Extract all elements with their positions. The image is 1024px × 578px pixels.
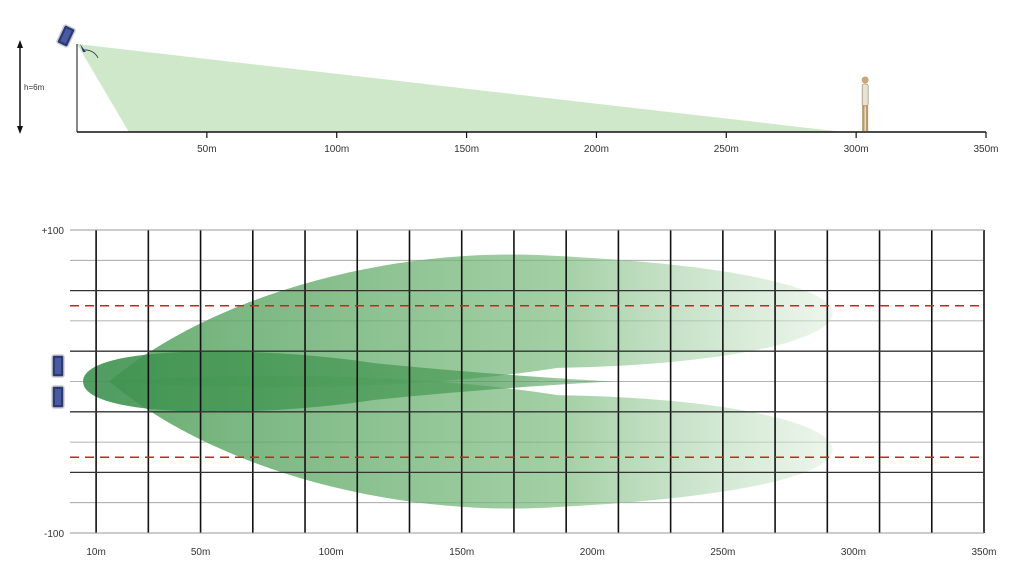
top-view-x-tick-label: 200m [580,547,605,558]
side-view-tick-labels: 50m 100m 150m 200m 250m 300m 350m [197,144,998,155]
beam-inner-core [83,351,614,412]
top-view-dashed-lines [70,304,984,459]
top-view-x-tick-labels: 10m 50m 100m 150m 200m 250m 300m 350m [86,547,996,558]
camera-icon [51,354,65,378]
top-view-x-tick-label: 50m [191,547,210,558]
top-view-y-tick-label: +100 [41,226,64,237]
top-view-x-tick-label: 250m [710,547,735,558]
person-icon [861,76,869,131]
top-view-y-tick-labels: +100 -100 [41,226,64,540]
side-view-tick-label: 200m [584,144,609,155]
side-view-beam [77,44,844,132]
side-view-tick-label: 100m [324,144,349,155]
side-view-tick-label: 50m [197,144,216,155]
arrow-down-icon [17,126,23,134]
height-label: h=6m [24,83,45,92]
top-view-x-tick-label: 300m [841,547,866,558]
side-view-tick-marks [206,132,987,138]
camera-icon [56,24,76,48]
side-view-tick-label: 250m [714,144,739,155]
top-view-y-tick-label: -100 [44,529,64,540]
tilt-angle-arc [83,49,99,59]
arrow-up-icon [17,40,23,48]
side-view-tick-label: 350m [973,144,998,155]
top-view-beams [83,254,833,509]
height-indicator: h=6m [17,40,45,134]
side-view: 50m 100m 150m 200m 250m 300m 350m h=6m [17,24,999,155]
top-view-grid-thick [70,229,985,534]
camera-icon [51,385,65,409]
top-view-x-tick-label: 100m [319,547,344,558]
top-view-x-tick-label: 350m [971,547,996,558]
top-view: 10m 50m 100m 150m 200m 250m 300m 350m +100 -100 [41,226,996,558]
side-view-tick-label: 150m [454,144,479,155]
top-view-x-tick-label: 150m [449,547,474,558]
top-view-x-tick-label: 10m [86,547,105,558]
side-view-tick-label: 300m [844,144,869,155]
